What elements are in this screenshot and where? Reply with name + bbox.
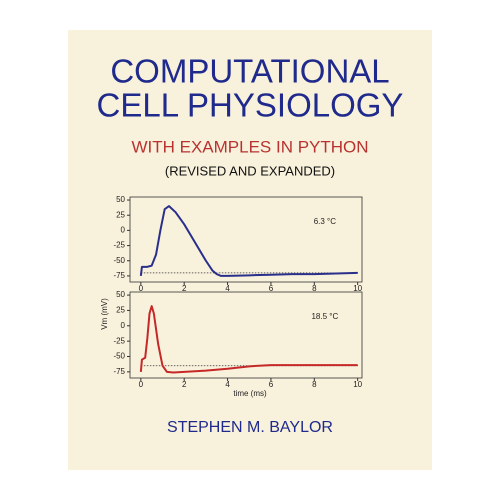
x-tick-label: 6 bbox=[269, 284, 274, 293]
y-tick-label: 25 bbox=[116, 306, 125, 315]
x-tick-label: 2 bbox=[182, 284, 187, 293]
y-tick-label: 0 bbox=[121, 321, 126, 330]
subtitle: WITH EXAMPLES IN PYTHON bbox=[131, 137, 368, 156]
annotation: 18.5 °C bbox=[311, 312, 338, 321]
x-tick-label: 10 bbox=[353, 380, 362, 389]
y-tick-label: 25 bbox=[116, 210, 125, 219]
trace bbox=[139, 305, 358, 374]
x-tick-label: 4 bbox=[225, 380, 230, 389]
y-tick-label: 50 bbox=[116, 290, 125, 299]
x-tick-label: 0 bbox=[139, 380, 144, 389]
y-tick-label: 50 bbox=[116, 195, 125, 204]
y-tick-label: 0 bbox=[121, 226, 126, 235]
x-tick-label: 10 bbox=[353, 284, 362, 293]
annotation: 6.3 °C bbox=[314, 217, 337, 226]
x-tick-label: 0 bbox=[139, 284, 144, 293]
y-axis-label: Vm (mV) bbox=[100, 298, 109, 330]
trace bbox=[139, 205, 358, 277]
x-axis-label: time (ms) bbox=[233, 389, 267, 398]
x-tick-label: 8 bbox=[312, 284, 317, 293]
author: STEPHEN M. BAYLOR bbox=[167, 419, 333, 436]
x-tick-label: 6 bbox=[269, 380, 274, 389]
y-tick-label: -50 bbox=[113, 352, 125, 361]
cover-background bbox=[68, 30, 432, 470]
y-tick-label: -25 bbox=[113, 336, 125, 345]
plot-frame bbox=[129, 196, 363, 283]
x-tick-label: 4 bbox=[225, 284, 230, 293]
plot-frame bbox=[129, 291, 363, 379]
y-tick-label: -50 bbox=[113, 256, 125, 265]
title: CELL PHYSIOLOGY bbox=[97, 87, 404, 124]
y-tick-label: -25 bbox=[113, 241, 125, 250]
y-tick-label: -75 bbox=[113, 367, 125, 376]
x-tick-label: 8 bbox=[312, 380, 317, 389]
y-tick-label: -75 bbox=[113, 271, 125, 280]
x-tick-label: 2 bbox=[182, 380, 187, 389]
edition: (REVISED AND EXPANDED) bbox=[165, 163, 335, 178]
title: COMPUTATIONAL bbox=[110, 53, 389, 90]
